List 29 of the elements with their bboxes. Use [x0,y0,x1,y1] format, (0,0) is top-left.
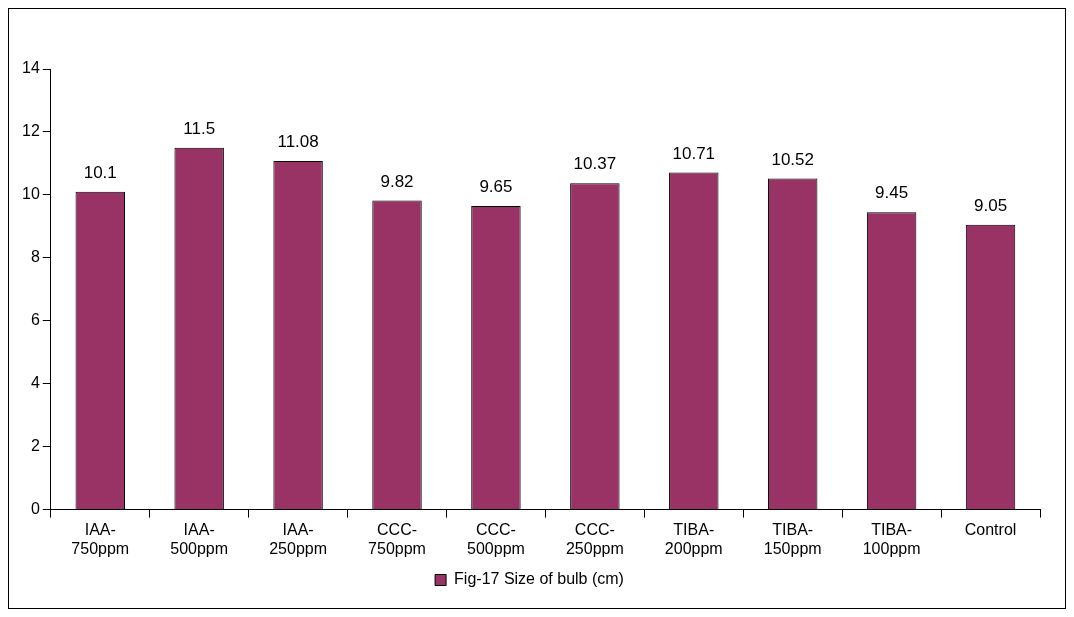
x-tick-label: IAA-500ppm [170,520,229,557]
y-tick-label: 2 [30,437,40,455]
data-label: 9.05 [973,195,1008,215]
y-tick-label: 6 [30,311,40,329]
data-label: 10.37 [573,154,617,174]
x-tick-label: IAA-750ppm [71,520,130,557]
data-label: 9.45 [875,183,909,203]
data-label: 11.5 [183,118,216,138]
data-label: 10.52 [771,149,814,169]
x-tick-label: CCC-500ppm [467,520,525,557]
y-tick-label: 0 [30,500,40,518]
x-tick-label: Control [964,520,1017,538]
data-label: 10.1 [83,162,117,182]
data-label: 11.08 [277,132,319,152]
y-tick-label: 8 [30,248,40,266]
y-tick-label: 4 [30,374,40,392]
x-tick-label: CCC-250ppm [565,520,624,557]
x-tick-label: TIBA-100ppm [862,520,921,557]
data-label: 9.65 [479,177,513,197]
legend-label: Fig-17 Size of bulb (cm) [454,570,624,588]
y-tick-label: 10 [22,185,40,203]
x-tick-label: CCC-750ppm [368,520,426,557]
y-tick-label: 14 [22,59,40,77]
x-tick-label: TIBA-150ppm [763,520,822,557]
y-tick-label: 12 [22,122,40,140]
data-label: 10.71 [672,143,716,163]
x-tick-label: IAA-250ppm [269,520,328,557]
data-label: 9.82 [380,171,414,191]
x-tick-label: TIBA-200ppm [664,520,723,557]
